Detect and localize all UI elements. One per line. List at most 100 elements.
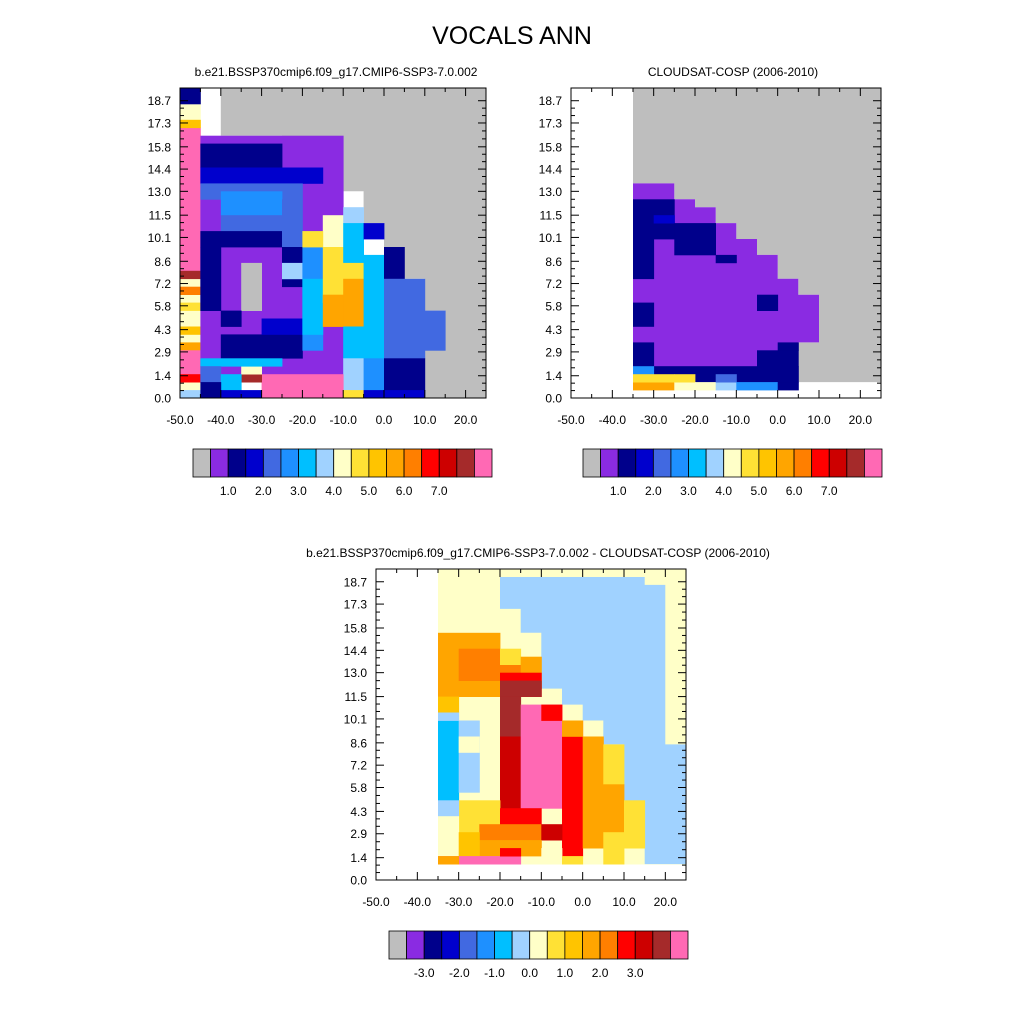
heatmap-cell (757, 350, 799, 367)
heatmap-cell (541, 824, 563, 841)
x-tick-label: -50.0 (362, 895, 390, 909)
heatmap-cell (180, 350, 201, 375)
colorbar-label: 5.0 (361, 484, 378, 498)
heatmap-cell (562, 768, 584, 857)
y-tick-label: 13.0 (344, 666, 368, 680)
heatmap-cell (322, 294, 344, 327)
y-tick-label: 14.4 (344, 644, 368, 658)
colorbar-label: -2.0 (449, 966, 470, 980)
y-tick-label: 7.2 (154, 277, 171, 291)
x-tick-label: 20.0 (849, 413, 873, 427)
colorbar-swatch (723, 448, 742, 478)
heatmap-cell (653, 215, 675, 224)
heatmap-cell (715, 254, 737, 264)
colorbar-swatch (670, 448, 689, 478)
heatmap-cells (376, 569, 686, 880)
heatmap-cell (674, 374, 696, 383)
heatmap-cell (438, 800, 460, 817)
colorbar-swatch (192, 448, 211, 478)
colorbar-swatch (438, 448, 458, 478)
heatmap-cells (180, 88, 486, 398)
colorbar-swatch (600, 448, 619, 478)
colorbar-swatch (758, 448, 777, 478)
colorbar-swatch (740, 448, 760, 478)
heatmap-cell (500, 648, 522, 665)
heatmap-cell (674, 382, 696, 391)
heatmap-cell (633, 239, 655, 280)
heatmap-cell (458, 720, 480, 793)
colorbar-swatch (350, 448, 370, 478)
colorbar-swatch (652, 448, 672, 478)
x-tick-label: -20.0 (486, 895, 514, 909)
y-tick-label: 4.3 (154, 323, 171, 337)
colorbar-swatch (280, 448, 299, 478)
heatmap-cell (438, 712, 460, 721)
colorbar-swatch (333, 448, 352, 478)
colorbar-swatch (474, 448, 493, 478)
heatmap-cell (282, 199, 303, 248)
heatmap-cell (180, 374, 201, 383)
colorbar-swatch (262, 448, 282, 478)
colorbar-label: 4.0 (325, 484, 342, 498)
plot-frame (375, 568, 687, 881)
heatmap-cell (438, 856, 522, 865)
y-tick-label: 15.8 (344, 622, 368, 636)
y-tick-label: 5.8 (545, 299, 562, 313)
colorbar-swatch (368, 448, 387, 478)
colorbar-label: 4.0 (715, 484, 732, 498)
colorbar-swatch (617, 448, 637, 478)
heatmap-cell (363, 254, 385, 359)
heatmap-cell (363, 223, 385, 240)
y-tick-label: 10.1 (539, 231, 563, 245)
heatmap-region (500, 577, 686, 865)
x-tick-label: -20.0 (681, 413, 709, 427)
y-tick-label: 15.8 (148, 140, 172, 154)
heatmap-cell (363, 358, 385, 391)
heatmap-cell (438, 816, 460, 857)
colorbar-swatch (634, 930, 654, 960)
y-tick-label: 13.0 (148, 185, 172, 199)
colorbar-label: 7.0 (431, 484, 448, 498)
heatmap-cell (200, 366, 222, 383)
heatmap-cell (562, 856, 584, 865)
colorbar-swatch (298, 448, 317, 478)
y-tick-label: 14.4 (148, 163, 172, 177)
colorbar-swatch (494, 930, 513, 960)
heatmap-cell (343, 278, 364, 327)
heatmap-cell (180, 119, 201, 129)
heatmap-cell (500, 696, 522, 737)
heatmap-cell (674, 223, 716, 256)
colorbar-label: 6.0 (786, 484, 803, 498)
y-tick-label: 18.7 (539, 94, 563, 108)
colorbar-label: -3.0 (414, 966, 435, 980)
y-tick-label: 13.0 (539, 185, 563, 199)
colorbar-swatch (245, 448, 264, 478)
colorbar-swatch (705, 448, 725, 478)
heatmap-cell (458, 736, 480, 753)
heatmap-panel-difference: -50.0 -40.0 -30.0 -20.0 -10.0 0.0 10.0 20.0 0.0 1… (344, 568, 687, 909)
panel-3-title: b.e21.BSSP370cmip6.f09_g17.CMIP6-SSP3-7.… (306, 546, 770, 560)
heatmap-cell (541, 704, 563, 721)
y-tick-label: 5.8 (350, 781, 367, 795)
colorbar-label: 1.0 (610, 484, 627, 498)
x-tick-label: 10.0 (612, 895, 636, 909)
y-tick-label: 8.6 (154, 255, 171, 269)
heatmap-cell (220, 215, 283, 232)
colorbar-cloudsat: 1.0 2.0 3.0 4.0 5.0 6.0 7.0 (582, 448, 883, 498)
colorbar-label: 0.0 (521, 966, 538, 980)
colorbar-swatch (529, 930, 548, 960)
heatmap-cell (261, 318, 303, 335)
heatmap-cell (384, 247, 405, 280)
heatmap-cell (715, 374, 737, 383)
y-tick-label: 14.4 (539, 163, 563, 177)
colorbar-swatch (652, 930, 671, 960)
y-tick-label: 15.8 (539, 140, 563, 154)
colorbar-swatch (582, 448, 601, 478)
x-tick-label: 10.0 (807, 413, 831, 427)
x-tick-label: 0.0 (376, 413, 393, 427)
heatmap-cell (220, 374, 242, 391)
heatmap-cell (302, 231, 324, 248)
y-tick-label: 18.7 (148, 94, 172, 108)
colorbar-swatch (582, 930, 601, 960)
